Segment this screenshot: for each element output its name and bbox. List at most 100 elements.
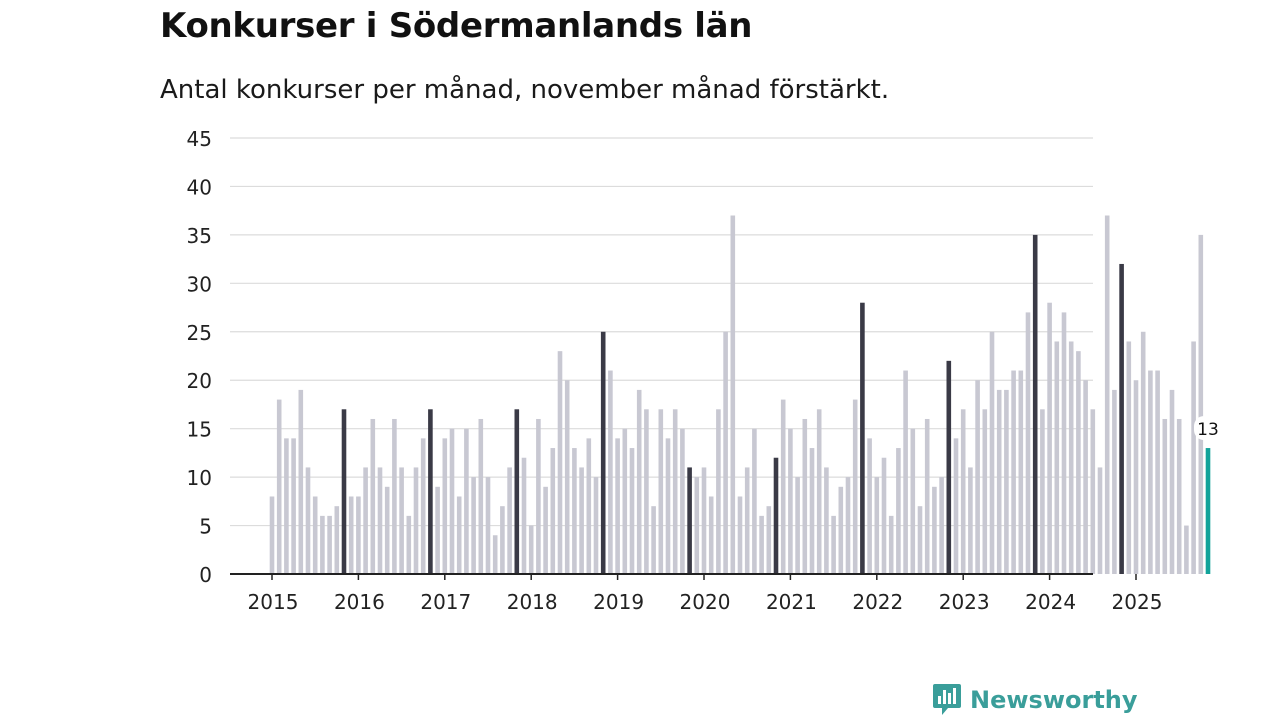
bar bbox=[305, 467, 311, 574]
bar bbox=[543, 486, 548, 574]
bar bbox=[687, 467, 692, 574]
bar bbox=[759, 515, 764, 574]
bar bbox=[363, 467, 368, 574]
bar bbox=[1040, 409, 1045, 574]
bar bbox=[708, 496, 714, 574]
bar bbox=[442, 438, 448, 574]
bar bbox=[996, 389, 1002, 574]
bar bbox=[269, 496, 275, 574]
bar bbox=[1004, 389, 1009, 574]
bar bbox=[802, 418, 808, 574]
bar bbox=[1162, 418, 1168, 574]
bar bbox=[960, 409, 966, 574]
x-tick-label: 2023 bbox=[939, 590, 990, 614]
bar bbox=[1097, 467, 1103, 574]
bar bbox=[1032, 234, 1038, 574]
bar bbox=[528, 525, 534, 574]
bar bbox=[651, 506, 656, 574]
bar bbox=[1068, 341, 1074, 574]
bar bbox=[795, 477, 800, 574]
bar bbox=[428, 409, 433, 574]
bar bbox=[521, 457, 527, 574]
bar bbox=[744, 467, 750, 574]
bar bbox=[1104, 215, 1110, 574]
bar bbox=[312, 496, 318, 574]
bar bbox=[824, 467, 829, 574]
bar bbox=[507, 467, 512, 574]
bar bbox=[1061, 312, 1067, 574]
bar bbox=[672, 409, 678, 574]
y-tick-label: 5 bbox=[199, 515, 212, 539]
bar bbox=[1184, 525, 1189, 574]
bar bbox=[924, 418, 930, 574]
x-tick-label: 2021 bbox=[766, 590, 817, 614]
bar bbox=[881, 457, 887, 574]
bar bbox=[586, 438, 592, 574]
bar bbox=[600, 331, 606, 574]
bar bbox=[874, 477, 880, 574]
bar bbox=[1025, 312, 1031, 574]
bar bbox=[1191, 341, 1196, 574]
bar bbox=[1176, 418, 1182, 574]
chart-subtitle: Antal konkurser per månad, november måna… bbox=[160, 75, 890, 105]
bar bbox=[298, 389, 304, 574]
bar bbox=[593, 477, 599, 574]
x-tick-label: 2017 bbox=[420, 590, 471, 614]
bar bbox=[622, 428, 628, 574]
bar bbox=[449, 428, 455, 574]
bar bbox=[838, 486, 844, 574]
bar bbox=[608, 370, 613, 574]
bar bbox=[564, 380, 570, 574]
bar bbox=[788, 428, 793, 574]
bar bbox=[694, 477, 700, 574]
bar bbox=[629, 448, 635, 574]
bar bbox=[1198, 234, 1204, 574]
bar bbox=[773, 457, 779, 574]
bar bbox=[1133, 380, 1139, 574]
bar bbox=[1155, 370, 1160, 574]
bar bbox=[989, 331, 995, 574]
bar bbox=[766, 506, 772, 574]
chart-title: Konkurser i Södermanlands län bbox=[160, 6, 753, 46]
data-label: 13 bbox=[1197, 420, 1219, 440]
bar bbox=[939, 477, 944, 574]
bar bbox=[276, 399, 282, 574]
bar bbox=[327, 515, 332, 574]
data-label-bg bbox=[1194, 416, 1222, 441]
bar bbox=[680, 428, 685, 574]
bar bbox=[384, 486, 390, 574]
y-tick-label: 0 bbox=[199, 563, 212, 587]
bar bbox=[348, 496, 354, 574]
bar bbox=[485, 477, 491, 574]
bar bbox=[730, 215, 736, 574]
bar bbox=[536, 418, 541, 574]
y-tick-label: 15 bbox=[187, 418, 212, 442]
bar bbox=[723, 331, 728, 574]
bar bbox=[780, 399, 786, 574]
bar bbox=[968, 467, 973, 574]
bar bbox=[752, 428, 757, 574]
x-tick-label: 2018 bbox=[507, 590, 558, 614]
bar bbox=[953, 438, 959, 574]
bar bbox=[975, 380, 980, 574]
bar bbox=[406, 515, 412, 574]
y-tick-label: 40 bbox=[187, 175, 212, 199]
bar bbox=[514, 409, 520, 574]
bar bbox=[1076, 351, 1081, 574]
bar bbox=[356, 496, 361, 574]
bar bbox=[1140, 331, 1146, 574]
bar bbox=[492, 535, 498, 574]
bar bbox=[1126, 341, 1132, 574]
x-tick-label: 2020 bbox=[680, 590, 731, 614]
x-tick-label: 2016 bbox=[334, 590, 385, 614]
bar bbox=[1083, 380, 1088, 574]
bar bbox=[903, 370, 908, 574]
bar bbox=[370, 418, 376, 574]
bar bbox=[737, 496, 743, 574]
bar bbox=[816, 409, 822, 574]
bar bbox=[291, 438, 296, 574]
bar bbox=[1090, 409, 1096, 574]
x-tick-label: 2015 bbox=[248, 590, 299, 614]
bar bbox=[341, 409, 347, 574]
